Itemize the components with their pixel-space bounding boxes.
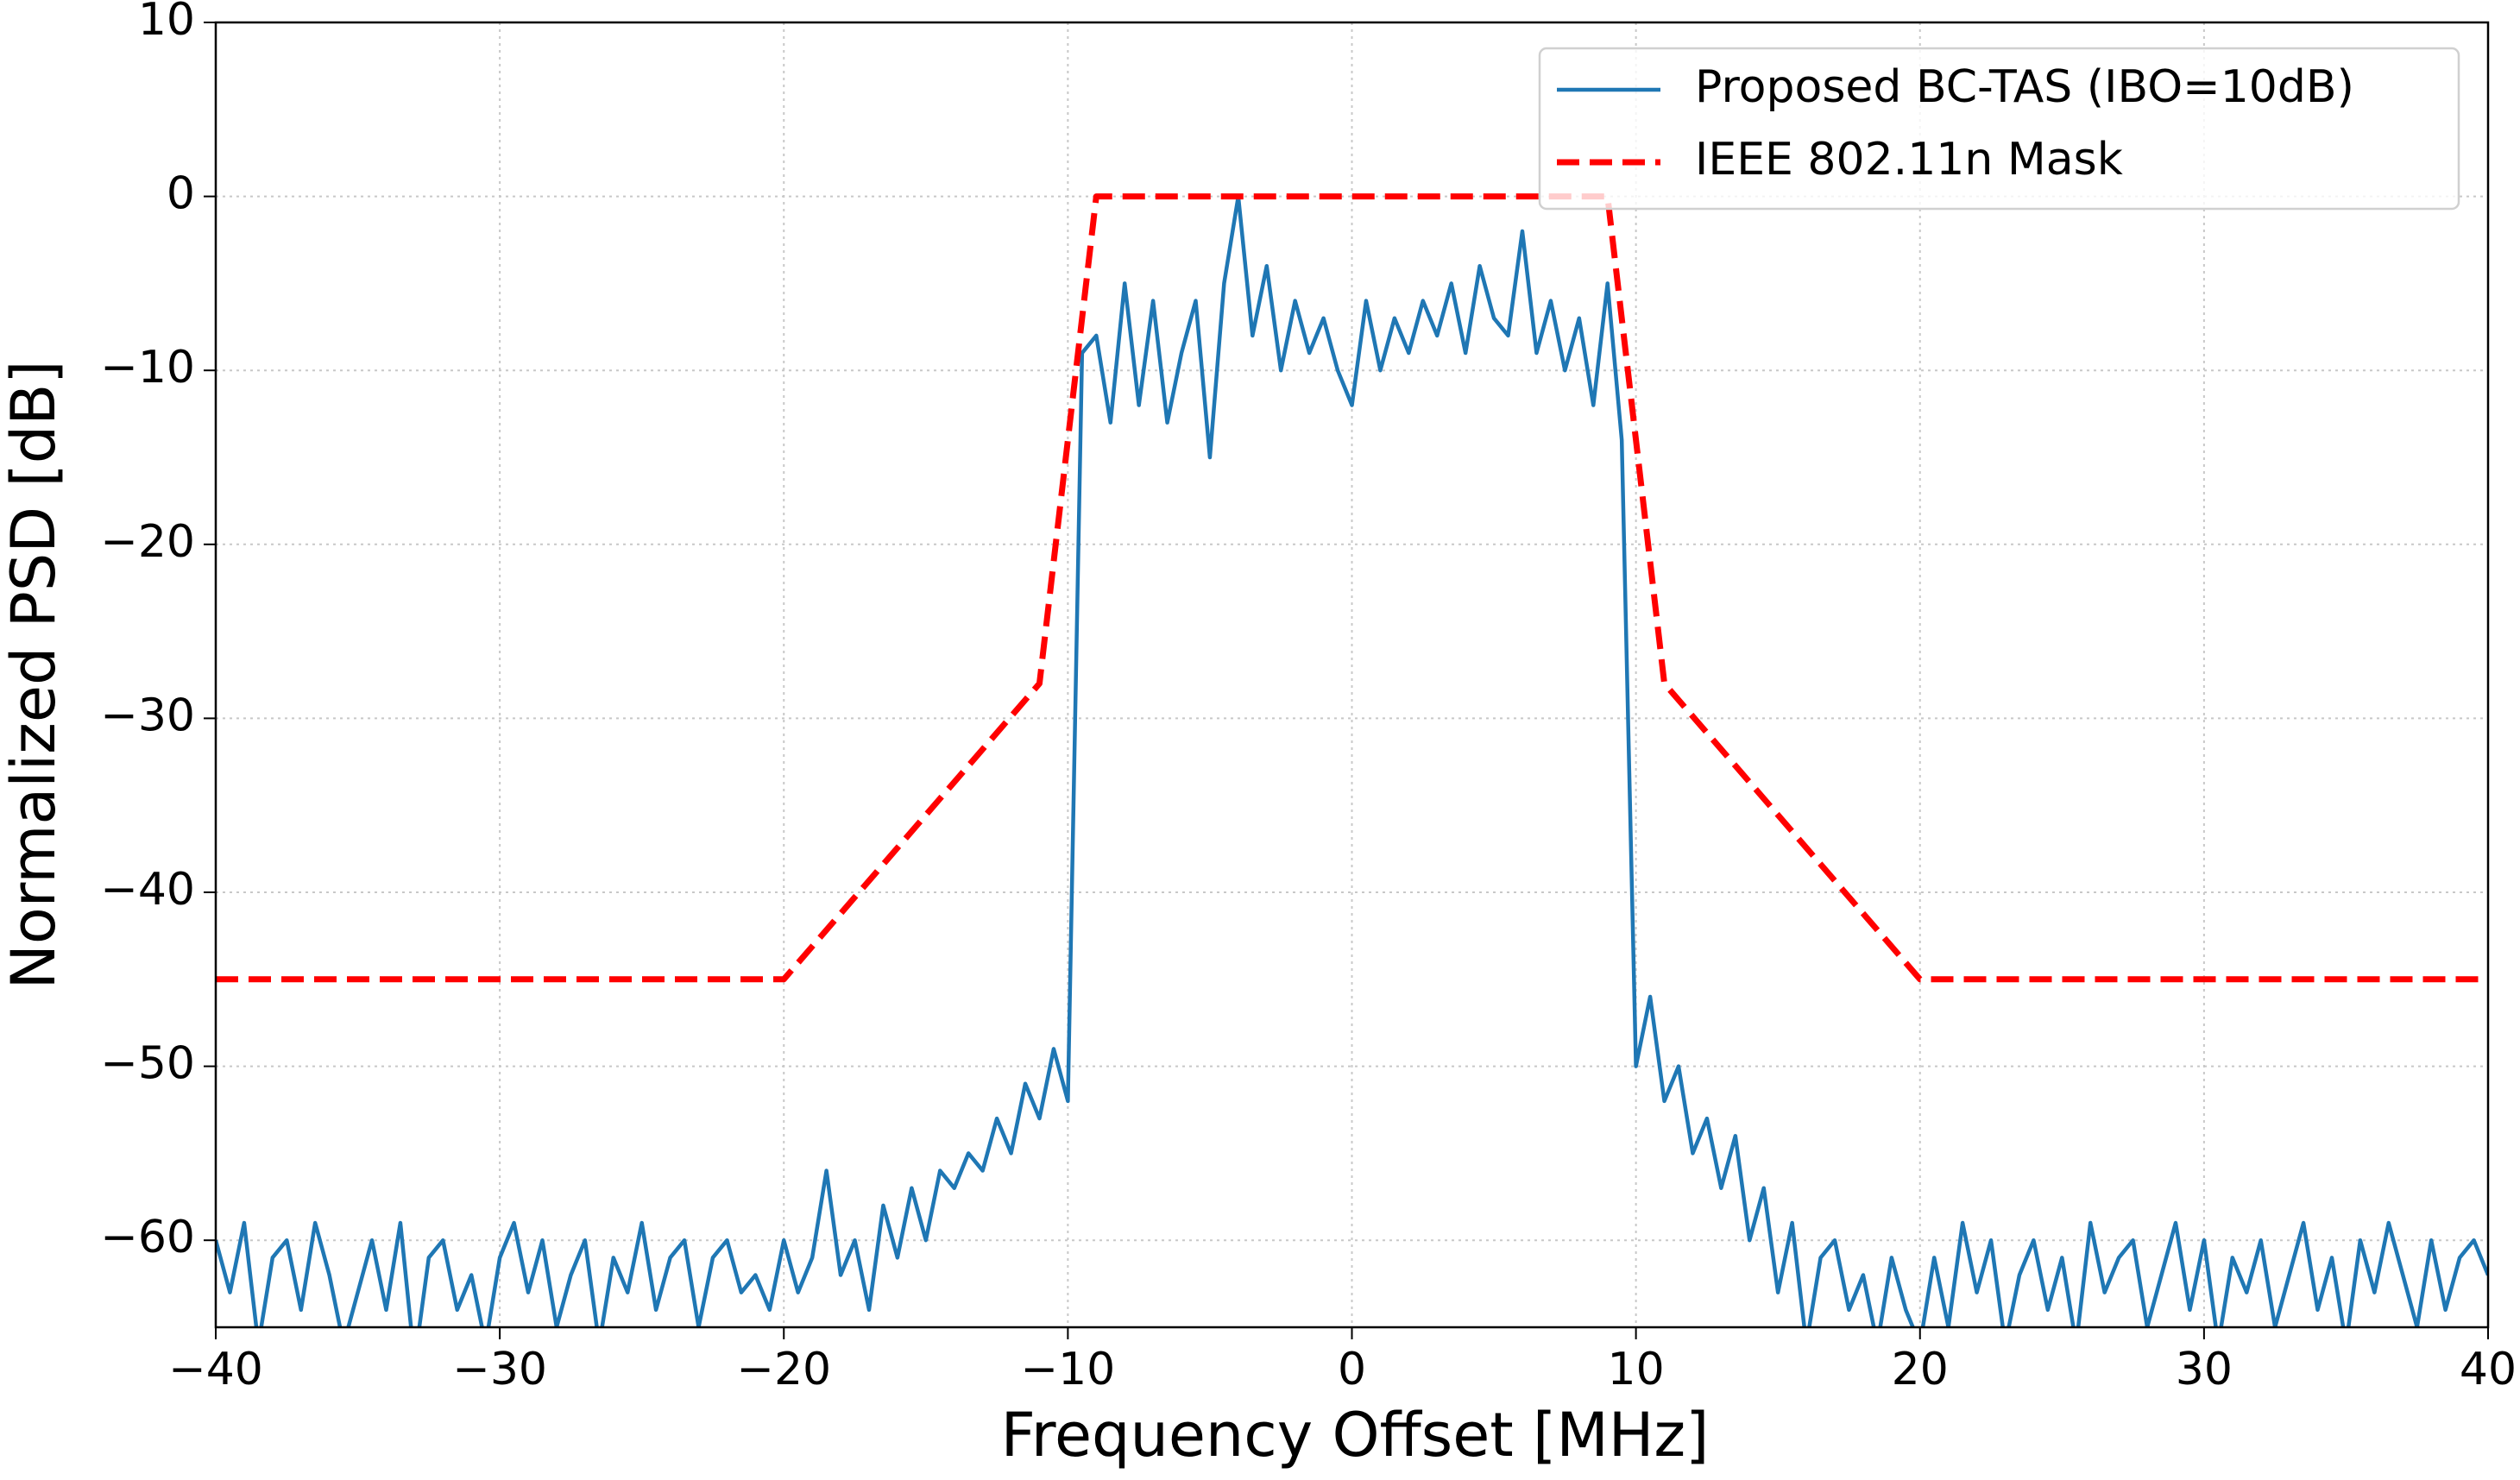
x-tick-label: 20 bbox=[1892, 1344, 1949, 1395]
legend-label: Proposed BC-TAS (IBO=10dB) bbox=[1695, 61, 2354, 113]
legend-box bbox=[1538, 47, 2460, 211]
x-tick-label: 40 bbox=[2460, 1344, 2517, 1395]
y-tick-label: −60 bbox=[100, 1212, 195, 1263]
y-tick-label: −50 bbox=[100, 1038, 195, 1090]
x-tick-label: −30 bbox=[452, 1344, 547, 1395]
plot-frame bbox=[214, 21, 2490, 1329]
y-tick-label: −20 bbox=[100, 516, 195, 568]
y-tick-label: −40 bbox=[100, 864, 195, 916]
y-tick-label: 10 bbox=[138, 0, 195, 46]
x-tick-label: −20 bbox=[736, 1344, 831, 1395]
y-tick-label: −30 bbox=[100, 690, 195, 741]
y-tick-label: 0 bbox=[167, 168, 195, 220]
x-tick-label: 0 bbox=[1338, 1344, 1366, 1395]
series-line bbox=[216, 193, 2488, 983]
x-tick-label: 30 bbox=[2176, 1344, 2233, 1395]
x-axis-label: Frequency Offset [MHz] bbox=[1001, 1400, 1710, 1471]
x-tick-label: −10 bbox=[1021, 1344, 1116, 1395]
x-tick-label: 10 bbox=[1608, 1344, 1665, 1395]
y-axis-label: Normalized PSD [dB] bbox=[0, 360, 69, 989]
x-tick-label: −40 bbox=[168, 1344, 263, 1395]
legend-label: IEEE 802.11n Mask bbox=[1695, 134, 2123, 186]
y-tick-label: −10 bbox=[100, 342, 195, 394]
series-line bbox=[216, 194, 2488, 1327]
